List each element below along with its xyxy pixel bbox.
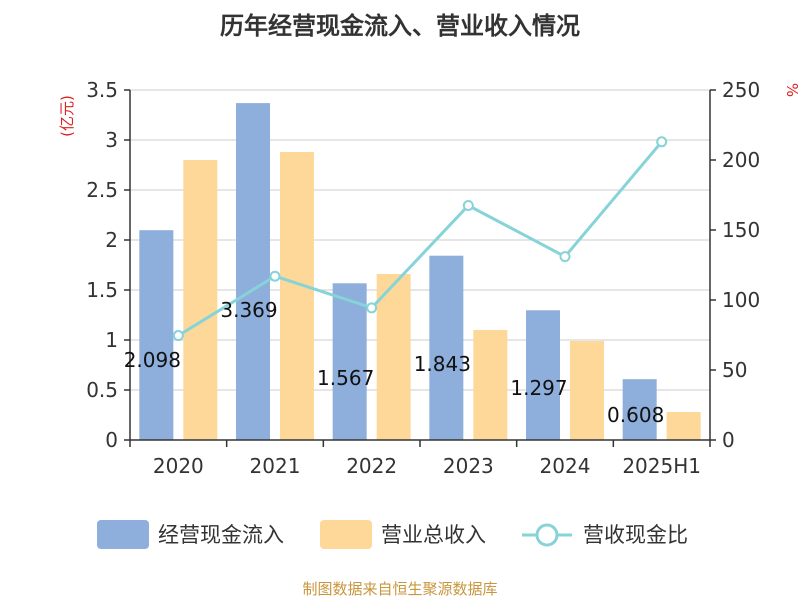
right-tick-label: 0 [722, 428, 735, 452]
bar-total-revenue [570, 341, 604, 440]
bar-total-revenue [280, 152, 314, 440]
left-tick-label: 0.5 [86, 378, 118, 402]
legend-label-ratio: 营收现金比 [583, 523, 688, 547]
legend-label-cash-inflow: 经营现金流入 [158, 523, 284, 547]
ratio-line-point [172, 330, 184, 342]
x-tick-label: 2022 [346, 454, 397, 478]
legend-swatch-cash-inflow [97, 520, 149, 549]
gridlines [130, 89, 710, 441]
left-tick-label: 1.5 [86, 278, 118, 302]
x-tick-label: 2021 [250, 454, 301, 478]
bar-cash-inflow [429, 255, 464, 440]
left-tick-label: 2.5 [86, 178, 118, 202]
data-label: 1.297 [510, 376, 567, 400]
bar-cash-inflow [622, 379, 657, 440]
bar-marks [139, 103, 701, 440]
ratio-line-point [656, 136, 668, 148]
chart-title: 历年经营现金流入、营业收入情况 [220, 12, 580, 40]
x-tick-label: 2020 [153, 454, 204, 478]
bar-total-revenue [473, 330, 508, 440]
left-tick-label: 0 [105, 428, 118, 452]
bar-total-revenue [666, 412, 701, 440]
ratio-line-path [177, 140, 663, 337]
legend: 经营现金流入 营业总收入 营收现金比 [97, 520, 688, 549]
right-tick-label: 50 [722, 358, 747, 382]
bar-total-revenue [376, 274, 411, 440]
x-tick-label: 2025H1 [622, 454, 701, 478]
right-axis-unit: % [783, 83, 800, 97]
legend-swatch-total-revenue [320, 520, 372, 549]
ratio-line-point [462, 200, 474, 211]
left-tick-label: 3.5 [86, 78, 118, 102]
right-tick-label: 250 [722, 78, 760, 102]
bar-total-revenue [183, 160, 218, 440]
x-tick-label: 2023 [443, 454, 494, 478]
left-tick-label: 1 [105, 328, 118, 352]
data-label: 0.608 [607, 403, 664, 427]
right-tick-label: 150 [722, 218, 760, 242]
legend-marker-ratio [535, 523, 559, 547]
right-tick-label: 100 [722, 288, 760, 312]
ratio-line [172, 136, 668, 342]
source-note: 制图数据来自恒生聚源数据库 [302, 580, 497, 598]
data-label: 1.843 [414, 352, 471, 376]
ratio-line-point [366, 302, 378, 314]
ratio-line-point [559, 251, 571, 263]
data-label: 1.567 [317, 366, 374, 390]
bar-cash-inflow [139, 230, 174, 440]
left-axis-unit: (亿元) [58, 95, 76, 137]
left-tick-label: 2 [105, 228, 118, 252]
data-label: 2.098 [124, 348, 181, 372]
x-tick-label: 2024 [540, 454, 591, 478]
left-tick-label: 3 [105, 128, 118, 152]
legend-label-total-revenue: 营业总收入 [381, 523, 486, 547]
bar-cash-inflow [526, 310, 560, 440]
axes: 0 0.5 1 1.5 2 2.5 3 3.5 0 50 100 150 200 250 2020 2021 2… [86, 78, 760, 478]
data-label: 3.369 [220, 298, 277, 322]
data-labels: 2.098 3.369 1.567 1.843 1.297 0.608 [124, 298, 665, 427]
bar-cash-inflow [236, 103, 270, 440]
bar-cash-inflow [332, 283, 367, 440]
right-tick-label: 200 [722, 148, 760, 172]
ratio-line-point [269, 270, 281, 282]
